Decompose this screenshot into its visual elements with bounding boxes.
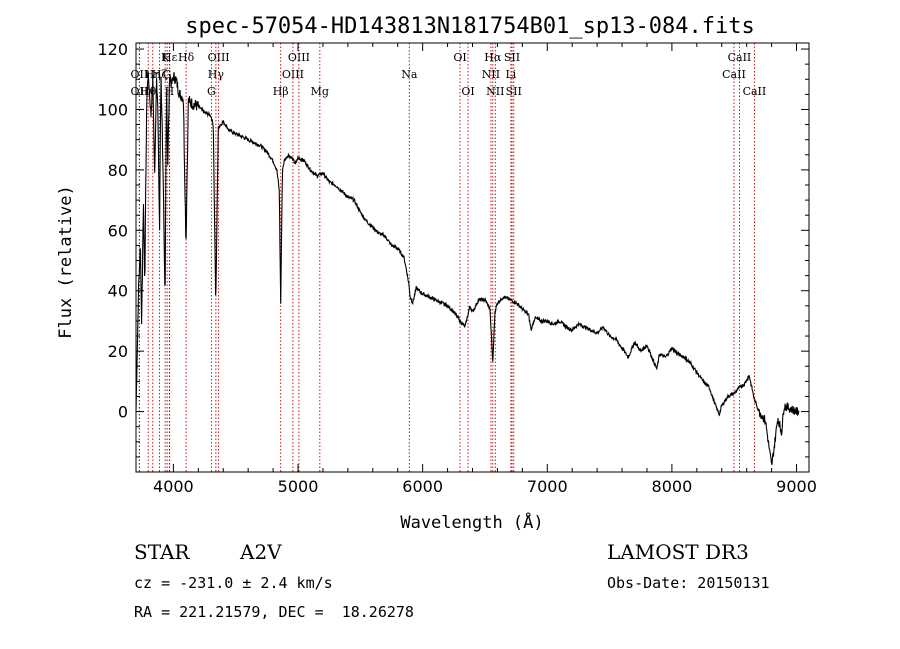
redshift-readout: cz = -231.0 ± 2.4 km/s (134, 574, 333, 592)
flux-line (135, 72, 800, 465)
plot-frame (135, 42, 810, 473)
coordinates: RA = 221.21579, DEC = 18.26278 (134, 603, 414, 621)
chart-title: spec-57054-HD143813N181754B01_sp13-084.f… (185, 14, 755, 39)
x-axis-label: Wavelength (Å) (400, 511, 543, 533)
line-label: SII (506, 85, 522, 98)
y-axis-ticks: 0 20 40 60 80 100 120 (97, 40, 809, 473)
line-label: CaII (722, 68, 746, 81)
line-label: OIII (282, 68, 304, 81)
y-tick-label: 120 (97, 40, 128, 59)
y-tick-label: 20 (108, 342, 128, 361)
x-tick-label: 6000 (402, 477, 443, 496)
line-label: OI (453, 51, 466, 64)
line-label: SII (504, 51, 520, 64)
line-label: Hθ (140, 85, 157, 98)
y-axis-label: Flux (relative) (56, 185, 76, 339)
x-tick-label: 9000 (776, 477, 817, 496)
line-label: OII (131, 68, 149, 81)
line-label: G (207, 85, 216, 98)
line-label: K (161, 51, 170, 64)
line-label: OI (461, 85, 474, 98)
line-label: CaII (743, 85, 767, 98)
line-label: Hγ (208, 68, 225, 81)
line-label: Hβ (273, 85, 289, 98)
object-subclass: A2V (240, 540, 282, 564)
x-tick-label: 8000 (652, 477, 693, 496)
x-tick-label: 5000 (278, 477, 319, 496)
survey-name: LAMOST DR3 (607, 540, 749, 564)
line-label: Hε (162, 51, 178, 64)
line-label: CaII (728, 51, 752, 64)
line-label: OIII (208, 51, 230, 64)
line-label: Hδ (178, 51, 195, 64)
y-tick-label: 80 (108, 161, 128, 180)
x-axis-ticks: 4000 5000 6000 7000 8000 9000 (153, 43, 817, 496)
line-label: Hζ (152, 68, 168, 81)
line-label: Na (401, 68, 418, 81)
x-tick-label: 7000 (527, 477, 568, 496)
y-tick-label: 40 (108, 282, 128, 301)
line-label: Mg (311, 85, 329, 98)
obs-date: Obs-Date: 20150131 (607, 574, 770, 592)
y-tick-label: 100 (97, 100, 128, 119)
y-tick-label: 60 (108, 221, 128, 240)
x-tick-label: 4000 (153, 477, 194, 496)
y-tick-label: 0 (118, 403, 128, 422)
line-label: NII (486, 85, 504, 98)
line-label: G (163, 68, 172, 81)
line-label: OIII (288, 51, 310, 64)
line-label: NII (482, 68, 500, 81)
object-class: STAR (134, 540, 190, 564)
spectral-line-markers (138, 43, 755, 472)
line-label: Hα (484, 51, 502, 64)
line-label: OII (131, 85, 149, 98)
line-label: Li (505, 68, 516, 81)
